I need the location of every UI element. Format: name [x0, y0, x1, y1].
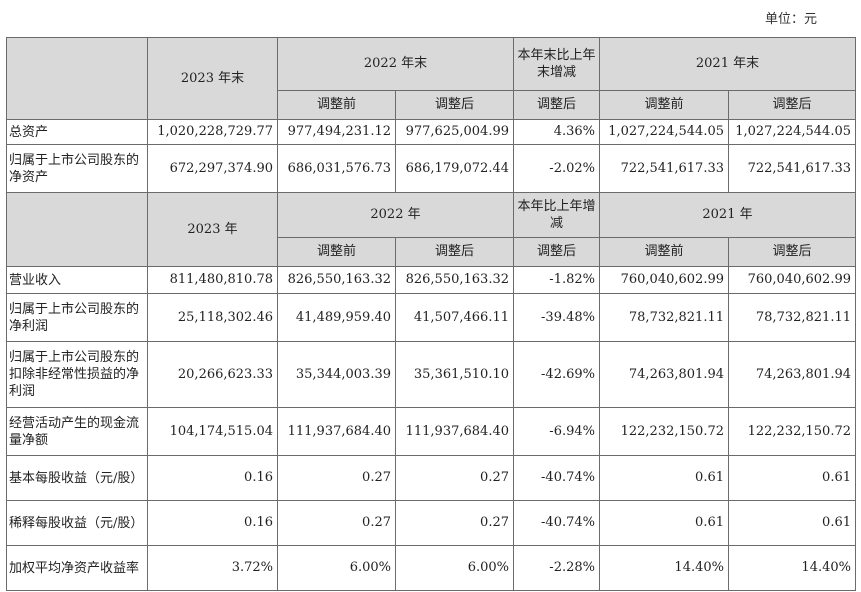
header-2021-before: 调整前	[599, 90, 729, 120]
value-2023: 104,174,515.04	[147, 407, 278, 456]
row-label: 归属于上市公司股东的净利润	[6, 293, 148, 342]
table-row: 归属于上市公司股东的净资产 672,297,374.90 686,031,576…	[6, 144, 856, 193]
value-2022-after: 977,625,004.99	[395, 119, 514, 145]
value-2022-before: 0.27	[277, 455, 396, 501]
value-2022-before: 977,494,231.12	[277, 119, 396, 145]
value-2023: 672,297,374.90	[147, 144, 278, 193]
value-2023: 20,266,623.33	[147, 341, 278, 408]
value-2022-after: 35,361,510.10	[395, 341, 514, 408]
header-2021: 2021 年	[599, 192, 856, 238]
value-change: 4.36%	[513, 119, 600, 145]
table-row: 总资产 1,020,228,729.77 977,494,231.12 977,…	[6, 119, 856, 145]
header-2022-before: 调整前	[277, 90, 396, 120]
value-change: -6.94%	[513, 407, 600, 456]
unit-label: 单位：元	[764, 12, 817, 27]
header-change-adjusted: 调整后	[513, 90, 600, 120]
header-change: 本年末比上年末增减	[513, 37, 600, 91]
table-row: 加权平均净资产收益率 3.72% 6.00% 6.00% -2.28% 14.4…	[6, 545, 856, 591]
value-2021-before: 122,232,150.72	[599, 407, 729, 456]
value-2021-before: 78,732,821.11	[599, 293, 729, 342]
value-2022-before: 111,937,684.40	[277, 407, 396, 456]
header-2023: 2023 年	[147, 192, 278, 267]
value-2023: 1,020,228,729.77	[147, 119, 278, 145]
value-2022-after: 686,179,072.44	[395, 144, 514, 193]
section2-subheader-row: 调整前 调整后 调整后 调整前 调整后	[7, 237, 856, 267]
row-label: 基本每股收益（元/股）	[6, 455, 148, 501]
value-change: -40.74%	[513, 500, 600, 546]
value-2023: 811,480,810.78	[147, 266, 278, 294]
row-label: 经营活动产生的现金流量净额	[6, 407, 148, 456]
value-2021-before: 0.61	[599, 455, 729, 501]
value-change: -40.74%	[513, 455, 600, 501]
value-change: -1.82%	[513, 266, 600, 294]
value-2021-after: 760,040,602.99	[728, 266, 856, 294]
table-row: 基本每股收益（元/股） 0.16 0.27 0.27 -40.74% 0.61 …	[6, 455, 856, 501]
value-2023: 25,118,302.46	[147, 293, 278, 342]
section2-header-row: 2023 年 2022 年 本年比上年增减 2021 年	[6, 192, 856, 267]
value-change: -39.48%	[513, 293, 600, 342]
value-2021-before: 74,263,801.94	[599, 341, 729, 408]
header-2021: 2021 年末	[599, 37, 856, 91]
table-row: 营业收入 811,480,810.78 826,550,163.32 826,5…	[6, 266, 856, 294]
row-label: 营业收入	[6, 266, 148, 294]
value-2022-before: 6.00%	[277, 545, 396, 591]
row-label: 加权平均净资产收益率	[6, 545, 148, 591]
financial-data-table: 2023 年末 2022 年末 本年末比上年末增减 2021 年末 调整前 调整…	[6, 37, 856, 591]
value-2021-after: 0.61	[728, 455, 856, 501]
header-change-adjusted: 调整后	[513, 237, 600, 267]
header-2022: 2022 年	[277, 192, 514, 238]
value-2021-after: 722,541,617.33	[728, 144, 856, 193]
value-2021-before: 14.40%	[599, 545, 729, 591]
header-2022-after: 调整后	[395, 237, 514, 267]
header-2023: 2023 年末	[147, 37, 278, 120]
value-2023: 3.72%	[147, 545, 278, 591]
value-2021-after: 0.61	[728, 500, 856, 546]
value-2022-before: 41,489,959.40	[277, 293, 396, 342]
header-corner	[6, 37, 148, 120]
value-change: -42.69%	[513, 341, 600, 408]
value-2021-before: 1,027,224,544.05	[599, 119, 729, 145]
header-2021-after: 调整后	[728, 237, 856, 267]
row-label: 归属于上市公司股东的净资产	[6, 144, 148, 193]
row-label: 总资产	[6, 119, 148, 145]
value-2021-before: 760,040,602.99	[599, 266, 729, 294]
value-2021-after: 1,027,224,544.05	[728, 119, 856, 145]
value-2022-after: 0.27	[395, 500, 514, 546]
table-row: 稀释每股收益（元/股） 0.16 0.27 0.27 -40.74% 0.61 …	[6, 500, 856, 546]
value-2023: 0.16	[147, 455, 278, 501]
header-change: 本年比上年增减	[513, 192, 600, 238]
value-change: -2.02%	[513, 144, 600, 193]
row-label: 稀释每股收益（元/股）	[6, 500, 148, 546]
header-corner	[6, 192, 148, 267]
table-row: 归属于上市公司股东的扣除非经常性损益的净利润 20,266,623.33 35,…	[6, 341, 856, 408]
value-2021-after: 78,732,821.11	[728, 293, 856, 342]
value-2022-before: 35,344,003.39	[277, 341, 396, 408]
header-2022: 2022 年末	[277, 37, 514, 91]
value-2023: 0.16	[147, 500, 278, 546]
table-row: 经营活动产生的现金流量净额 104,174,515.04 111,937,684…	[6, 407, 856, 456]
value-2021-after: 122,232,150.72	[728, 407, 856, 456]
value-2022-before: 686,031,576.73	[277, 144, 396, 193]
value-2022-after: 41,507,466.11	[395, 293, 514, 342]
value-2022-before: 826,550,163.32	[277, 266, 396, 294]
value-change: -2.28%	[513, 545, 600, 591]
header-2022-after: 调整后	[395, 90, 514, 120]
header-2022-before: 调整前	[277, 237, 396, 267]
value-2021-before: 0.61	[599, 500, 729, 546]
header-2021-before: 调整前	[599, 237, 729, 267]
value-2022-after: 826,550,163.32	[395, 266, 514, 294]
header-2021-after: 调整后	[728, 90, 856, 120]
value-2022-before: 0.27	[277, 500, 396, 546]
value-2021-before: 722,541,617.33	[599, 144, 729, 193]
section1-subheader-row: 调整前 调整后 调整后 调整前 调整后	[7, 90, 856, 120]
value-2022-after: 0.27	[395, 455, 514, 501]
value-2022-after: 111,937,684.40	[395, 407, 514, 456]
value-2021-after: 74,263,801.94	[728, 341, 856, 408]
row-label: 归属于上市公司股东的扣除非经常性损益的净利润	[6, 341, 148, 408]
section1-header-row: 2023 年末 2022 年末 本年末比上年末增减 2021 年末	[6, 37, 856, 120]
table-row: 归属于上市公司股东的净利润 25,118,302.46 41,489,959.4…	[6, 293, 856, 342]
value-2021-after: 14.40%	[728, 545, 856, 591]
value-2022-after: 6.00%	[395, 545, 514, 591]
